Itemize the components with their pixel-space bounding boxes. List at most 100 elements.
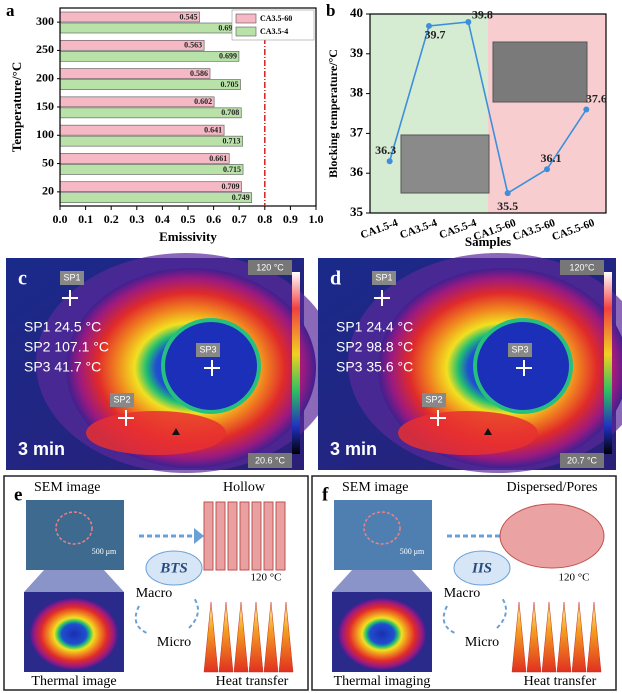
value-label: 35.5 — [497, 199, 518, 213]
reading: SP2 107.1 °C — [24, 339, 109, 355]
y-tick-label: 36 — [350, 164, 364, 179]
bar — [60, 193, 252, 203]
bar — [60, 108, 241, 118]
value-label: 0.545 — [180, 12, 198, 21]
bar — [60, 23, 238, 33]
value-label: 0.563 — [184, 41, 202, 50]
value-label: 0.641 — [204, 125, 222, 134]
max-label: 120 °C — [256, 262, 284, 272]
x-axis-title: Samples — [465, 234, 511, 249]
tube — [240, 502, 249, 570]
value-label: 0.661 — [209, 154, 227, 163]
value-label: 0.713 — [223, 136, 241, 145]
heat-spot — [86, 411, 226, 455]
x-tick-label: 0.2 — [104, 212, 119, 226]
point — [387, 158, 393, 164]
reading: SP3 35.6 °C — [336, 359, 413, 375]
heat-label: Heat transfer — [524, 674, 597, 689]
legend-swatch — [236, 14, 256, 23]
sem-inset — [493, 42, 587, 102]
bar — [60, 136, 243, 146]
x-tick-label: CA3.5-60 — [511, 217, 557, 244]
reading: SP3 41.7 °C — [24, 359, 101, 375]
reading: SP2 98.8 °C — [336, 339, 413, 355]
spot-label: SP1 — [63, 272, 80, 282]
point — [465, 19, 471, 25]
sem-photo — [26, 500, 124, 570]
bar — [60, 153, 229, 163]
thermal-image: SP1SP2SP3SP1 24.4 °CSP2 98.8 °CSP3 35.6 … — [318, 253, 622, 473]
spot-label: SP3 — [511, 344, 528, 354]
bar — [60, 80, 240, 90]
x-tick-label: 0.6 — [206, 212, 221, 226]
x-tick-label: CA5.5-60 — [550, 217, 596, 244]
x-tick-label: CA1.5-4 — [359, 217, 400, 242]
x-tick-label: 0.0 — [53, 212, 68, 226]
time-label: 3 min — [330, 439, 377, 459]
structure-label: Dispersed/Pores — [507, 480, 598, 495]
micro-label: Micro — [465, 635, 499, 650]
tube — [276, 502, 285, 570]
x-tick-label: 1.0 — [309, 212, 324, 226]
value-label: 0.602 — [194, 97, 212, 106]
legend-label: CA3.5-60 — [260, 14, 292, 23]
y-tick-label: 38 — [350, 85, 364, 100]
panel-label: a — [6, 1, 15, 20]
y-tick-label: 40 — [350, 5, 363, 20]
bar — [60, 40, 204, 50]
bar — [60, 164, 243, 174]
legend-label: CA3.5-4 — [260, 27, 288, 36]
macro-label: Macro — [136, 586, 173, 601]
tube — [204, 502, 213, 570]
scale-label: 500 μm — [92, 547, 117, 556]
heat-spot — [398, 411, 538, 455]
value-label: 0.749 — [232, 193, 250, 202]
thermal-thumb-heat — [30, 598, 118, 670]
bar — [60, 51, 239, 61]
reading: SP1 24.5 °C — [24, 319, 101, 335]
y-tick-label: 200 — [36, 70, 54, 84]
panel-label: d — [330, 268, 341, 290]
point — [544, 166, 550, 172]
legend-swatch — [236, 27, 256, 36]
color-bar — [604, 272, 612, 454]
y-tick-label: 250 — [36, 42, 54, 56]
value-label: 37.6 — [586, 91, 607, 105]
value-label: 0.705 — [220, 80, 238, 89]
bar — [60, 97, 214, 107]
tube — [216, 502, 225, 570]
structure-label: Hollow — [223, 480, 266, 495]
y-tick-label: 35 — [350, 204, 364, 219]
dispersed — [500, 504, 604, 568]
thermal-label: Thermal image — [31, 674, 116, 689]
spot-label: SP3 — [199, 344, 216, 354]
bar — [60, 125, 224, 135]
min-label: 20.7 °C — [567, 455, 598, 465]
x-tick-label: 0.4 — [155, 212, 170, 226]
min-label: 20.6 °C — [255, 455, 286, 465]
value-label: 39.7 — [425, 28, 446, 42]
tube — [252, 502, 261, 570]
point — [583, 107, 589, 113]
thermal-label: Thermal imaging — [334, 674, 431, 689]
figure: a0.5450.5630.5860.6020.6410.6610.7090.69… — [0, 0, 622, 693]
scale-label: 500 μm — [400, 547, 425, 556]
thermal-thumb-heat — [338, 598, 426, 670]
tube — [264, 502, 273, 570]
mechanism-label: IIS — [471, 560, 492, 576]
x-tick-label: 0.1 — [78, 212, 93, 226]
time-label: 3 min — [18, 439, 65, 459]
y-axis-title: Blocking temperature/°C — [326, 49, 340, 178]
bar — [60, 182, 242, 192]
max-label: 120°C — [569, 262, 595, 272]
color-bar — [292, 272, 300, 454]
value-label: 0.699 — [219, 52, 237, 61]
y-tick-label: 20 — [42, 184, 54, 198]
value-label: 39.8 — [472, 8, 493, 22]
panel-label: c — [18, 268, 27, 290]
value-label: 36.1 — [541, 151, 562, 165]
value-label: 0.708 — [221, 108, 239, 117]
x-tick-label: 0.7 — [232, 212, 247, 226]
